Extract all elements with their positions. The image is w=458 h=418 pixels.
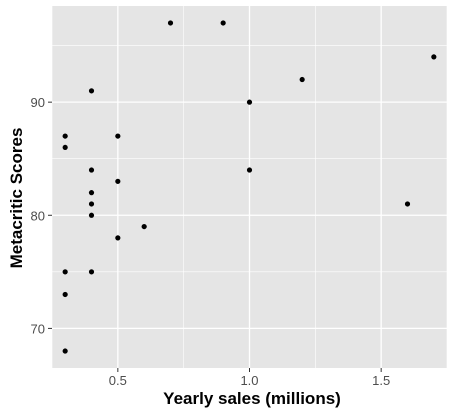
- data-point: [62, 291, 68, 298]
- x-axis-label: Yearly sales (millions): [163, 389, 341, 408]
- data-point: [88, 212, 95, 218]
- data-point: [62, 133, 68, 139]
- data-point: [88, 88, 95, 94]
- data-points: [62, 20, 437, 354]
- data-point: [404, 201, 411, 207]
- data-point: [115, 235, 121, 241]
- major-gridlines: [52, 6, 447, 368]
- data-point: [115, 133, 121, 139]
- data-point: [62, 144, 68, 151]
- x-tick-label: 0.5: [109, 373, 127, 388]
- data-point: [62, 269, 68, 275]
- data-point: [115, 178, 121, 184]
- data-point: [62, 348, 68, 354]
- data-point: [246, 99, 253, 105]
- data-point: [88, 201, 95, 207]
- data-point: [88, 190, 95, 196]
- x-tick-label: 1.5: [372, 373, 390, 388]
- data-point: [88, 269, 95, 275]
- y-tick-label: 90: [31, 95, 45, 110]
- data-point: [299, 76, 305, 83]
- y-tick-label: 70: [31, 321, 45, 336]
- data-point: [246, 167, 253, 173]
- x-axis-ticks: 0.5 1.0 1.5: [109, 368, 390, 388]
- y-axis-ticks: 70 80 90: [31, 95, 52, 336]
- y-tick-label: 80: [31, 208, 45, 223]
- data-point: [220, 20, 226, 26]
- y-axis-label: Metacritic Scores: [7, 128, 26, 269]
- data-point: [88, 167, 95, 173]
- data-point: [431, 54, 437, 60]
- data-point: [141, 223, 147, 230]
- x-tick-label: 1.0: [240, 373, 258, 388]
- data-point: [167, 20, 174, 26]
